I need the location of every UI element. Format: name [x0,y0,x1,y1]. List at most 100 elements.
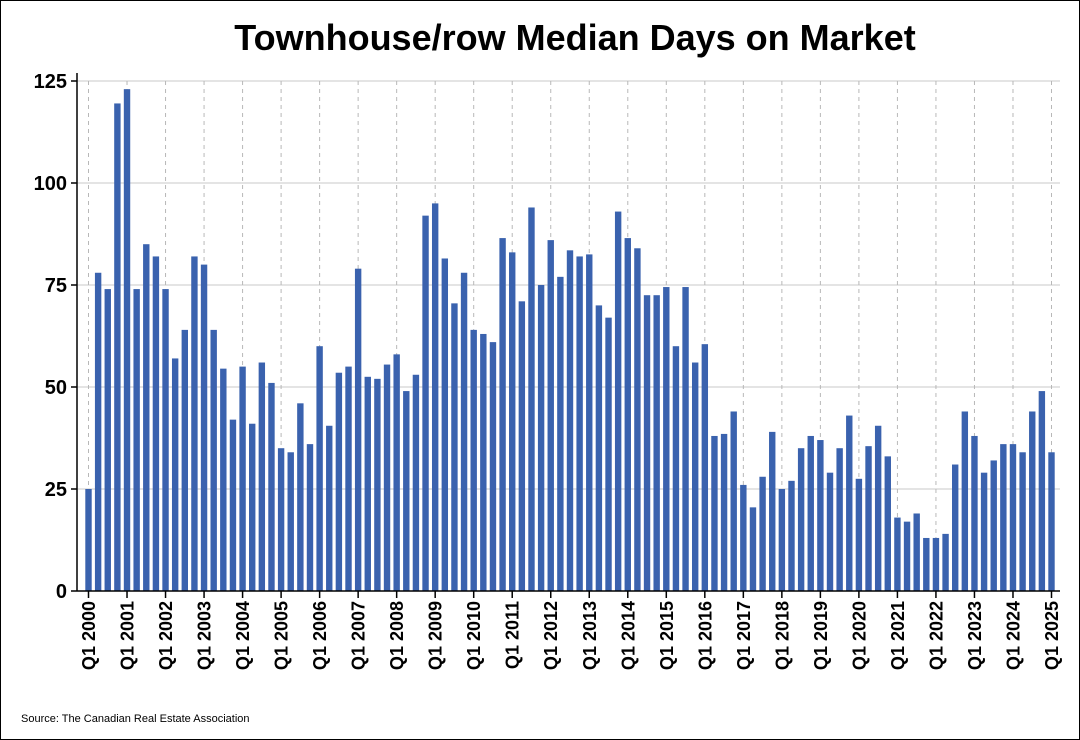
bar [1000,444,1007,591]
bar [220,368,227,591]
y-tick-label: 75 [45,275,67,297]
bar [422,215,429,591]
bar [634,248,641,591]
bar [1019,452,1026,591]
y-tick-label: 100 [34,173,67,195]
bar [576,256,583,591]
bar [913,513,920,591]
bar [451,303,458,591]
bar [277,448,285,591]
bar [171,358,179,591]
bar [412,374,420,591]
bar [326,425,333,591]
x-tick-label: Q1 2003 [195,601,215,670]
bar [1048,452,1055,591]
bar [980,472,988,591]
bar [769,431,776,591]
bar [287,452,294,591]
bar [383,364,391,591]
bar [720,433,728,591]
bar [923,537,930,591]
bar [1009,444,1017,591]
bar [1029,411,1036,591]
bar [711,435,718,591]
bar [749,507,757,591]
bar [143,244,150,591]
bar [239,366,246,591]
y-tick-label: 50 [45,377,67,399]
bar [682,287,689,591]
bar [114,103,121,591]
bar [518,301,526,591]
bar [614,211,622,591]
bar [393,354,400,591]
bar [643,295,651,591]
x-tick-label: Q1 2023 [965,601,985,670]
bar [1038,391,1046,591]
x-tick-label: Q1 2011 [503,601,523,669]
bar [480,333,487,591]
bar [200,264,208,591]
x-tick-label: Q1 2007 [349,601,369,670]
bar [855,478,863,591]
bar [181,329,188,591]
bar [952,464,959,591]
bar [865,446,872,591]
bar [778,489,786,591]
bar [441,258,449,591]
bar [489,342,497,591]
x-tick-label: Q1 2009 [426,601,446,670]
bar [364,376,371,591]
bar [557,276,564,591]
chart-title: Townhouse/row Median Days on Market [234,17,916,58]
bar [701,344,709,591]
bar [932,537,940,591]
bar [874,425,882,591]
bar [229,419,237,591]
bar [316,346,323,591]
x-tick-label: Q1 2018 [772,601,792,670]
bar [653,295,660,591]
bar [354,268,362,591]
bar [586,254,593,591]
x-tick-label: Q1 2000 [79,601,99,670]
x-tick-label: Q1 2006 [310,601,330,670]
bar [740,484,747,591]
bar [566,250,574,591]
x-tick-label: Q1 2021 [888,601,908,670]
x-tick-label: Q1 2015 [657,601,677,670]
bar [537,285,545,591]
bar [191,256,198,591]
bar [605,317,612,591]
bar [162,289,169,591]
bar [624,238,631,591]
bar [152,256,160,591]
x-tick-label: Q1 2008 [387,601,407,670]
bar [431,203,439,591]
bar [663,287,670,591]
bar [547,240,554,591]
bar [807,435,814,591]
bar [306,444,314,591]
x-tick-label: Q1 2002 [156,601,176,670]
bar [846,415,853,591]
x-tick-label: Q1 2014 [618,601,638,670]
bar [403,391,410,591]
bar [903,521,911,591]
bar [297,403,304,591]
y-tick-label: 0 [56,581,67,603]
x-tick-label: Q1 2005 [272,601,292,670]
bar [133,289,140,591]
x-tick-label: Q1 2022 [926,601,946,670]
bar [528,207,535,592]
y-tick-label: 125 [34,71,67,93]
x-tick-label: Q1 2010 [464,601,484,670]
bar [104,289,111,591]
bar [249,423,256,591]
y-tick-label: 25 [45,479,67,501]
x-tick-label: Q1 2012 [541,601,561,670]
bar [335,372,343,591]
bar [788,480,795,591]
